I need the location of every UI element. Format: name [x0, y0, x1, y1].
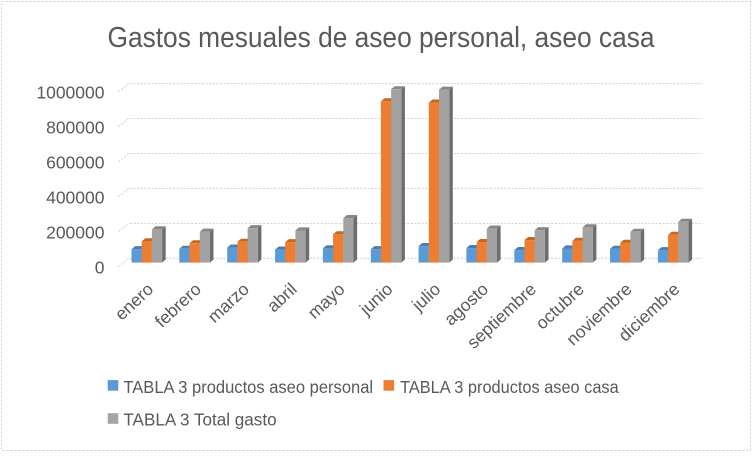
svg-text:400000: 400000: [46, 187, 105, 207]
svg-text:1000000: 1000000: [36, 83, 104, 103]
svg-text:200000: 200000: [46, 222, 105, 242]
svg-text:800000: 800000: [46, 118, 105, 138]
svg-text:TABLA 3 productos aseo persona: TABLA 3 productos aseo personal: [123, 377, 373, 397]
svg-text:Gastos mesuales de aseo person: Gastos mesuales de aseo personal, aseo c…: [108, 22, 656, 54]
svg-text:TABLA 3 Total gasto: TABLA 3 Total gasto: [123, 410, 276, 430]
svg-text:TABLA 3 productos aseo casa: TABLA 3 productos aseo casa: [400, 377, 619, 397]
svg-text:600000: 600000: [46, 153, 105, 173]
svg-text:0: 0: [95, 257, 105, 277]
